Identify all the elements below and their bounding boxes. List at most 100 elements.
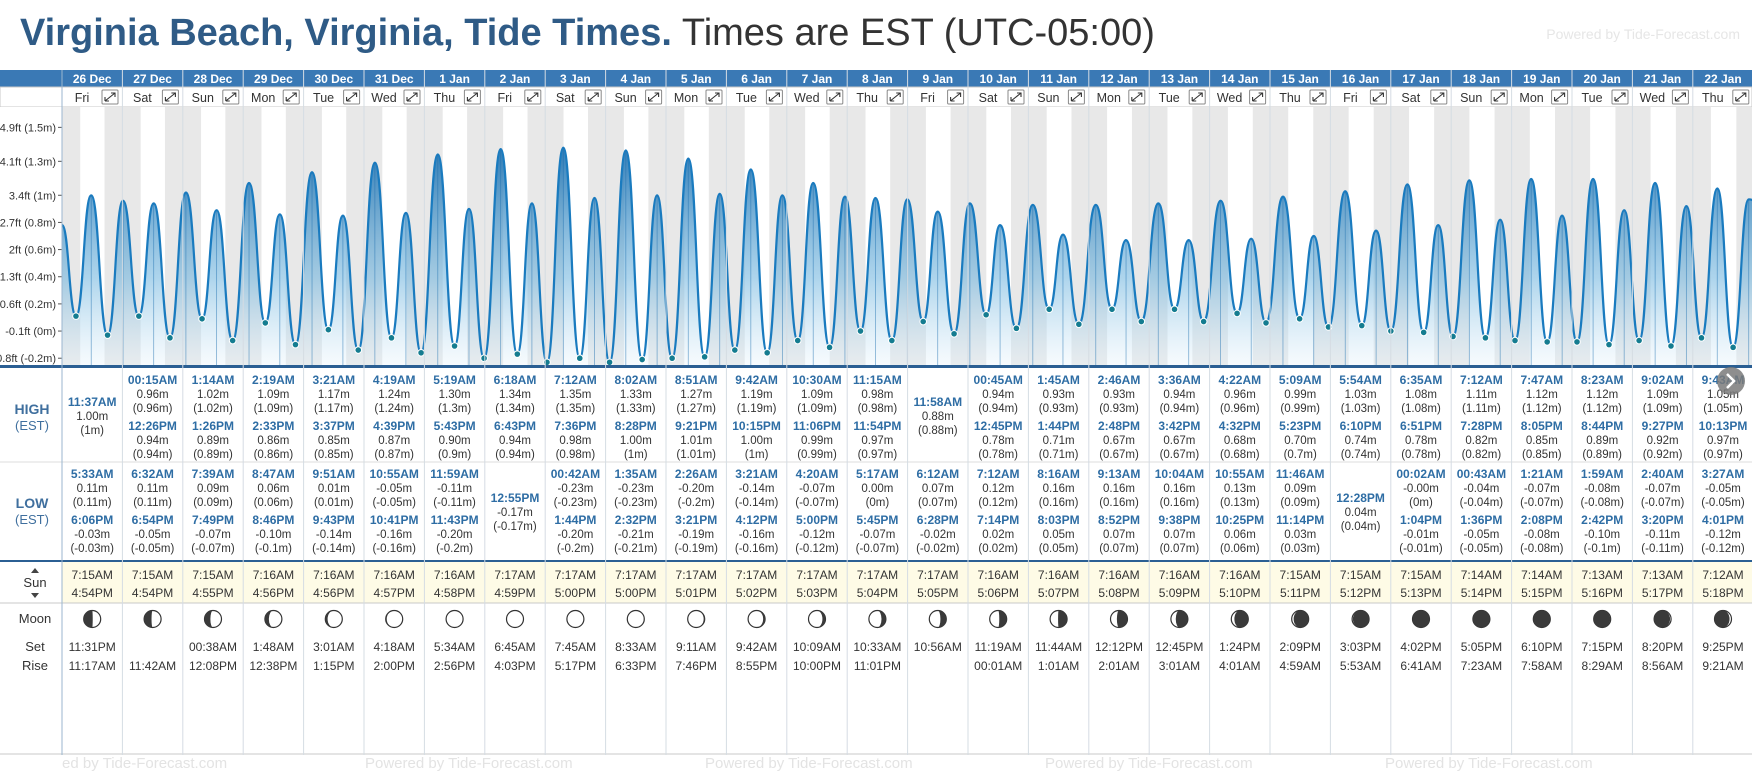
sunrise-time: 7:16AM (1038, 568, 1079, 582)
expand-day-button[interactable] (1551, 89, 1569, 105)
sunset-time: 4:58PM (434, 586, 475, 600)
high-tide-height-paren: (0.98m) (556, 449, 596, 461)
high-tide-time: 8:44PM (1581, 419, 1623, 433)
low-tide-point (605, 358, 614, 365)
expand-day-button[interactable] (1249, 89, 1267, 105)
expand-day-button[interactable] (1430, 89, 1448, 105)
expand-day-button[interactable] (1369, 89, 1387, 105)
moonset-time: 5:34AM (434, 640, 475, 654)
low-tide-point (888, 336, 896, 345)
high-tide-time: 11:06PM (793, 419, 841, 433)
high-tide-time: 9:42AM (735, 373, 778, 387)
expand-day-button[interactable] (463, 89, 481, 105)
expand-day-button[interactable] (1067, 89, 1085, 105)
expand-day-button[interactable] (1007, 89, 1025, 105)
watermark: Powered by Tide-Forecast.com (365, 755, 573, 772)
expand-day-button[interactable] (222, 89, 240, 105)
expand-day-button[interactable] (403, 89, 421, 105)
day-date-label: 13 Jan (1161, 72, 1198, 86)
high-tide-height-m: 1.03m (1345, 389, 1377, 401)
moonset-time: 3:01AM (313, 640, 354, 654)
low-tide-height-paren: (-0.08m) (1580, 497, 1624, 509)
high-tide-height-paren: (1m) (80, 425, 104, 437)
expand-day-button[interactable] (765, 89, 783, 105)
low-tide-height-paren: (0.09m) (193, 497, 233, 509)
sunset-time: 4:55PM (192, 586, 233, 600)
high-tide-height-m: 1.02m (197, 389, 229, 401)
expand-arrows-icon (527, 92, 539, 102)
high-tide-time: 10:13PM (1699, 419, 1748, 433)
expand-day-button[interactable] (524, 89, 542, 105)
low-tide-height-m: 0.06m (257, 483, 289, 495)
low-tide-height-paren: (0.07m) (918, 497, 958, 509)
low-tide-time: 11:46AM (1276, 467, 1325, 481)
y-axis-panel (0, 107, 62, 365)
moonset-time: 9:42AM (736, 640, 777, 654)
weekday-label: Mon (674, 91, 698, 105)
expand-day-button[interactable] (826, 89, 844, 105)
moonset-time: 00:38AM (189, 640, 237, 654)
low-tide-time: 9:13AM (1098, 467, 1141, 481)
low-tide-point (1199, 317, 1208, 326)
high-tide-height-paren: (1.09m) (254, 403, 294, 415)
low-tide-height-m: -0.11m (437, 483, 472, 495)
low-tide-point (1729, 343, 1737, 352)
expand-day-button[interactable] (282, 89, 300, 105)
high-tide-time: 2:46AM (1098, 373, 1141, 387)
moon-shadow (1116, 610, 1128, 628)
expand-day-button[interactable] (1309, 89, 1327, 105)
page-title: Virginia Beach, Virginia, Tide Times. Tim… (20, 12, 1155, 55)
expand-day-button[interactable] (101, 89, 119, 105)
expand-day-button[interactable] (886, 89, 904, 105)
scroll-right-button[interactable] (1717, 367, 1745, 395)
moonrise-time: 7:46PM (676, 659, 717, 673)
low-tide-height-paren: (-0.03m) (70, 543, 114, 555)
sunrise-time: 7:17AM (555, 568, 596, 582)
moon-shadow (756, 610, 766, 628)
expand-day-button[interactable] (947, 89, 965, 105)
expand-arrows-icon (466, 92, 478, 102)
timezone-subtitle: Times are EST (UTC-05:00) (681, 12, 1155, 54)
weekday-label: Mon (1097, 91, 1121, 105)
weekday-label: Sat (1401, 91, 1420, 105)
expand-day-button[interactable] (343, 89, 361, 105)
expand-day-button[interactable] (1732, 89, 1750, 105)
weekday-label: Wed (1217, 91, 1243, 105)
low-tide-time: 7:39AM (192, 467, 235, 481)
high-tide-time: 10:15PM (732, 419, 781, 433)
low-tide-time: 8:03PM (1038, 513, 1080, 527)
low-tide-time: 9:38PM (1158, 513, 1200, 527)
expand-day-button[interactable] (1490, 89, 1508, 105)
powered-by-top[interactable]: Powered by Tide-Forecast.com (1546, 26, 1740, 42)
weekday-label: Thu (1279, 91, 1301, 105)
moon-shadow (1593, 610, 1611, 628)
high-tide-height-paren: (1.09m) (797, 403, 837, 415)
expand-day-button[interactable] (584, 89, 602, 105)
high-tide-height-paren: (0.94m) (133, 449, 173, 461)
high-tide-height-paren: (1.19m) (737, 403, 777, 415)
low-tide-time: 00:02AM (1396, 467, 1445, 481)
low-tide-time: 2:42PM (1581, 513, 1623, 527)
expand-day-button[interactable] (1611, 89, 1629, 105)
moon-shadow (937, 610, 947, 628)
y-tick-label: 2ft (0.6m) (9, 245, 56, 257)
low-tide-point (291, 340, 300, 349)
low-tide-height-m: -0.10m (1584, 529, 1620, 541)
sunrise-time: 7:16AM (1098, 568, 1139, 582)
low-tide-height-m: 0.16m (1103, 483, 1135, 495)
low-tide-height-m: 0.04m (1345, 507, 1377, 519)
moonrise-time: 11:17AM (69, 659, 116, 673)
expand-day-button[interactable] (645, 89, 663, 105)
expand-arrows-icon (1010, 92, 1022, 102)
expand-day-button[interactable] (1671, 89, 1689, 105)
expand-day-button[interactable] (161, 89, 179, 105)
moonrise-time: 2:56PM (434, 659, 475, 673)
moonrise-time: 10:00PM (793, 659, 841, 673)
expand-day-button[interactable] (1128, 89, 1146, 105)
sunset-arrow-icon (31, 593, 39, 598)
low-tide-point (950, 329, 958, 338)
low-tide-height-paren: (-0.07m) (1641, 497, 1685, 509)
expand-day-button[interactable] (705, 89, 723, 105)
low-tide-height-paren: (0.07m) (1160, 543, 1200, 555)
expand-day-button[interactable] (1188, 89, 1206, 105)
